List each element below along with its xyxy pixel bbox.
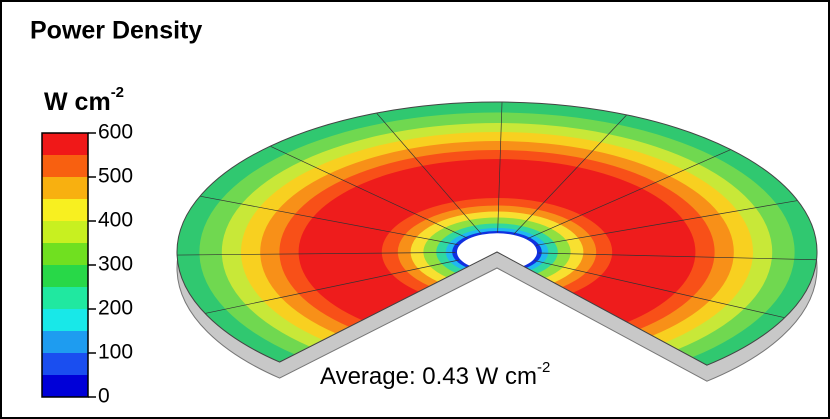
colorbar-tick-label: 400: [98, 209, 133, 232]
colorbar-segment: [42, 177, 88, 199]
colorbar-segment: [42, 331, 88, 353]
colorbar-tick-label: 0: [98, 385, 110, 408]
annotation-exponent: -2: [537, 359, 550, 376]
colorbar-segment: [42, 133, 88, 155]
colorbar-tick-label: 600: [98, 121, 133, 144]
figure: Power Density W cm-2 0100200300400500600…: [0, 0, 830, 419]
title: Power Density: [30, 17, 202, 45]
colorbar-tick-label: 200: [98, 297, 133, 320]
colorbar-segment: [42, 221, 88, 243]
colorbar-tick-label: 100: [98, 341, 133, 364]
colorbar-tick-label: 500: [98, 165, 133, 188]
unit-exponent: -2: [111, 84, 124, 101]
colorbar-segment: [42, 287, 88, 309]
colorbar-segment: [42, 199, 88, 221]
average-annotation: Average: 0.43 W cm-2: [320, 359, 550, 390]
unit: W cm: [44, 88, 111, 116]
colorbar-segment: [42, 265, 88, 287]
colorbar-tick-label: 300: [98, 253, 133, 276]
colorbar-segment: [42, 375, 88, 397]
colorbar-segment: [42, 309, 88, 331]
colorbar-segment: [42, 353, 88, 375]
colorbar-segment: [42, 155, 88, 177]
annotation-text: Average: 0.43 W cm: [320, 363, 537, 390]
colorbar-segment: [42, 243, 88, 265]
